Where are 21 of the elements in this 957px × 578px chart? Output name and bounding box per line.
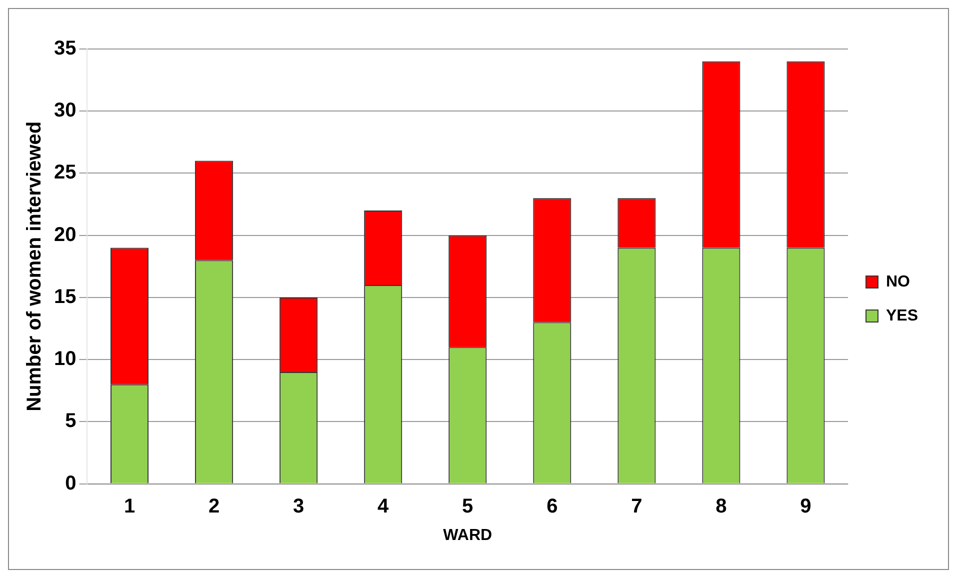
x-tick-label: 2 [208,495,220,518]
x-tick-label: 3 [293,495,304,518]
y-tick-label: 15 [54,286,76,308]
legend-label: NO [886,273,910,290]
y-tick-label: 30 [54,100,76,122]
y-tick-label: 20 [54,224,76,246]
y-tick-label: 5 [65,410,76,432]
x-axis-title: WARD [443,526,492,544]
legend-label: YES [886,307,918,324]
y-tick-label: 25 [54,162,76,184]
x-tick-label: 6 [546,495,558,518]
x-tick-label: 7 [631,495,642,518]
x-tick-label: 5 [462,495,474,518]
x-tick-label: 8 [716,495,727,518]
x-tick-label: 4 [378,495,390,518]
y-tick-label: 0 [65,472,76,494]
y-tick-label: 10 [54,348,76,370]
x-tick-label: 9 [800,495,812,518]
y-axis-title: Number of women interviewed [24,121,46,412]
x-tick-label: 1 [124,495,136,518]
y-tick-label: 35 [54,38,76,60]
